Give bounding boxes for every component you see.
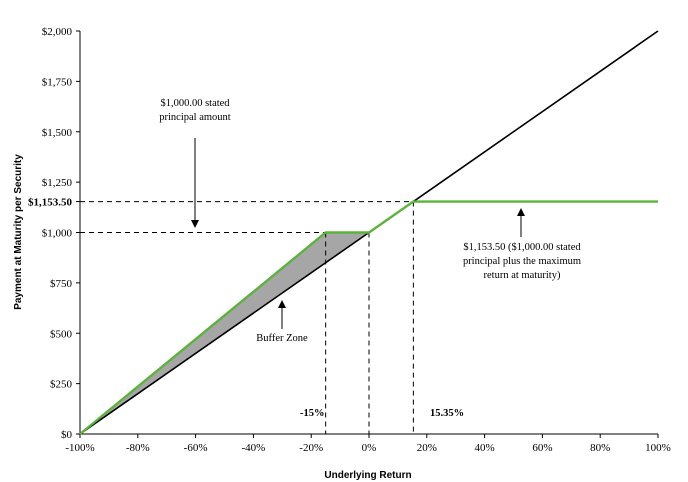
x-tick-label: -40% xyxy=(241,442,265,454)
x-tick-label: -100% xyxy=(65,442,94,454)
x-tick-label: -80% xyxy=(126,442,150,454)
annotation-principal-line2: principal amount xyxy=(159,112,231,123)
x-tick-label: -60% xyxy=(184,442,208,454)
y-tick-label: $1,500 xyxy=(42,127,73,139)
x-tick-label: -20% xyxy=(299,442,323,454)
y-tick-label: $500 xyxy=(50,328,73,340)
x-tick-label: 100% xyxy=(645,442,671,454)
y-tick-label: $1,000 xyxy=(42,228,73,240)
y-axis-title: Payment at Maturity per Security xyxy=(13,154,24,310)
annotation-cap-pct: 15.35% xyxy=(430,408,464,419)
y-tick-label: $1,250 xyxy=(42,177,73,189)
y-tick-label: $1,750 xyxy=(42,76,73,88)
x-tick-label: 0% xyxy=(362,442,377,454)
x-tick-label: 20% xyxy=(417,442,437,454)
annotation-cap-arrow xyxy=(517,208,525,237)
annotation-buffer-zone: Buffer Zone xyxy=(256,333,308,344)
x-axis-title: Underlying Return xyxy=(324,470,411,481)
y-tick-label: $0 xyxy=(61,429,73,441)
x-tick-label: 80% xyxy=(590,442,610,454)
annotation-principal-line1: $1,000.00 stated xyxy=(160,98,230,109)
axes xyxy=(76,30,659,438)
y-tick-label: $2,000 xyxy=(42,26,73,38)
y-tick-labels: $0 $250 $500 $750 $1,000 $1,250 $1,500 $1,750 $2… xyxy=(42,26,73,441)
x-tick-labels: -100% -80% -60% -40% -20% 0% 20% 40% 60% 80% 100% xyxy=(65,442,671,454)
annotation-cap-line3: return at maturity) xyxy=(484,270,561,281)
annotation-principal-arrow xyxy=(191,138,199,228)
reference-lines xyxy=(80,201,414,434)
x-tick-label: 40% xyxy=(475,442,495,454)
annotation-cap-line2: principal plus the maximum xyxy=(463,256,581,267)
annotation-buffer-pct: -15% xyxy=(300,408,325,419)
annotation-cap-line1: $1,153.50 ($1,000.00 stated xyxy=(463,242,581,253)
annotation-buffer-arrow xyxy=(278,300,286,329)
series-security-payment-line xyxy=(79,200,658,435)
y-tick-label: $250 xyxy=(50,379,73,391)
y-tick-label-cap: $1,153.50 xyxy=(28,197,73,209)
x-tick-label: 60% xyxy=(532,442,552,454)
y-tick-label: $750 xyxy=(50,278,73,290)
